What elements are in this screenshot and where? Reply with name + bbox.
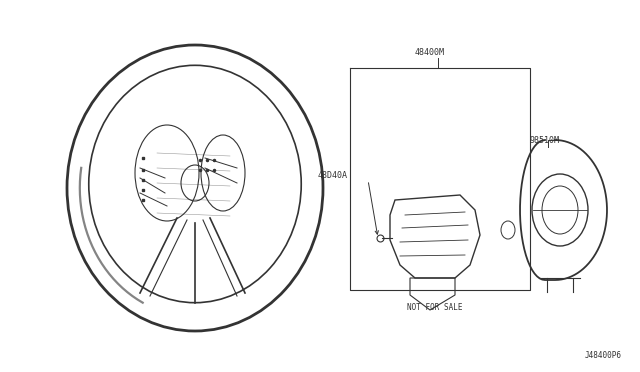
Text: NOT FOR SALE: NOT FOR SALE: [407, 304, 463, 312]
Text: 98510M: 98510M: [530, 135, 560, 144]
Text: 48400M: 48400M: [415, 48, 445, 57]
Text: J48400P6: J48400P6: [585, 350, 622, 359]
Text: 48D40A: 48D40A: [318, 170, 348, 180]
